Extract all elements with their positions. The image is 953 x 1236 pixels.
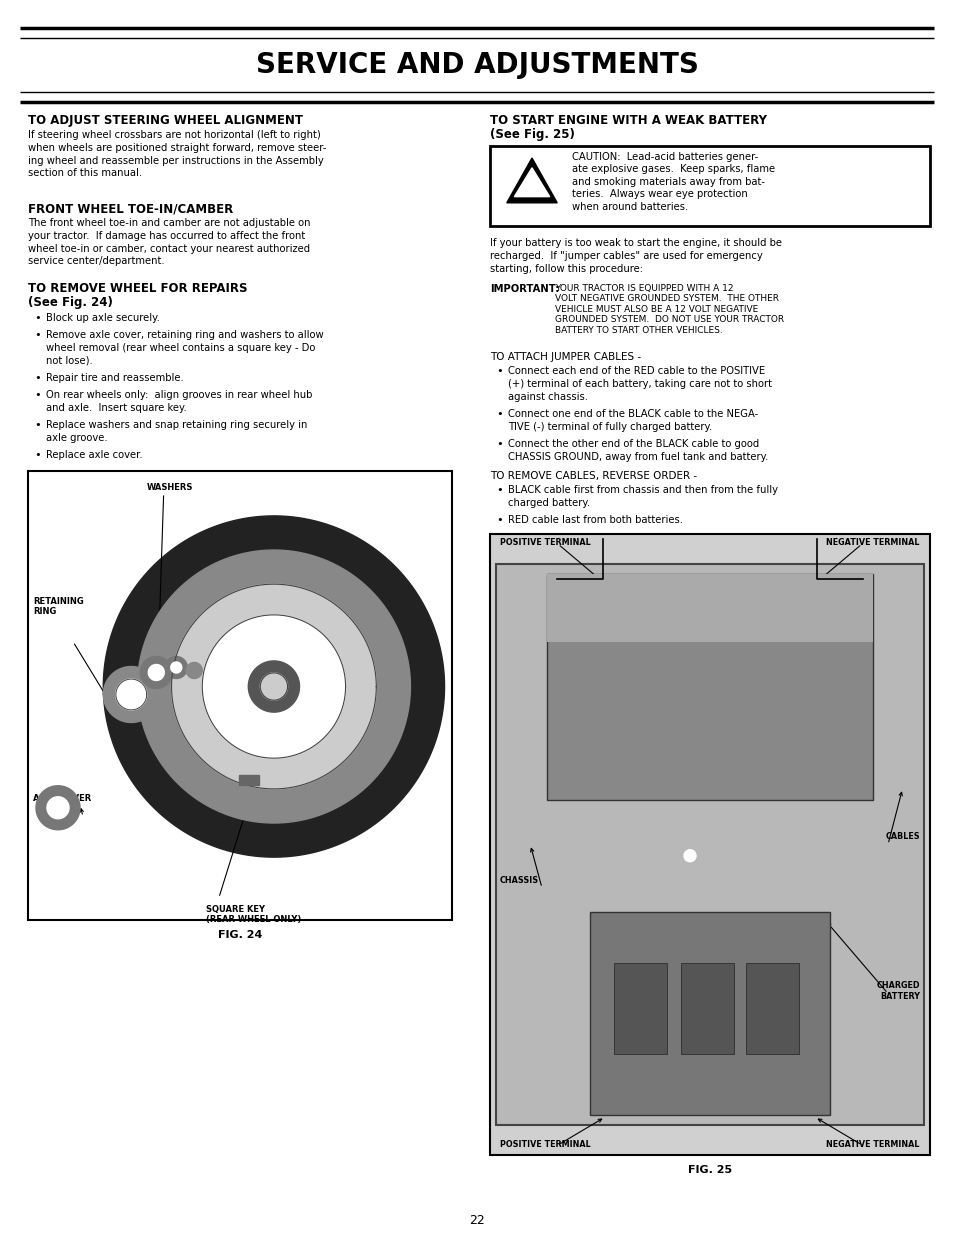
Text: Replace washers and snap retaining ring securely in
axle groove.: Replace washers and snap retaining ring … [46, 420, 307, 442]
Bar [490, 146, 929, 226]
Text: SERVICE AND ADJUSTMENTS: SERVICE AND ADJUSTMENTS [255, 51, 698, 79]
Text: •: • [34, 420, 41, 430]
Text: •: • [496, 515, 502, 525]
Polygon shape [514, 168, 549, 197]
Polygon shape [36, 786, 80, 829]
Bar [547, 574, 872, 641]
Text: Connect each end of the RED cable to the POSITIVE
(+) terminal of each battery, : Connect each end of the RED cable to the… [507, 366, 771, 402]
Text: CHARGED
BATTERY: CHARGED BATTERY [876, 981, 919, 1000]
Text: IMPORTANT:: IMPORTANT: [490, 284, 558, 294]
Bar [28, 471, 452, 920]
Text: TO REMOVE CABLES, REVERSE ORDER -: TO REMOVE CABLES, REVERSE ORDER - [490, 471, 697, 481]
Text: SQUARE KEY
(REAR WHEEL ONLY): SQUARE KEY (REAR WHEEL ONLY) [206, 905, 301, 925]
Polygon shape [103, 515, 444, 857]
Text: CAUTION:  Lead-acid batteries gener-
ate explosive gases.  Keep sparks, flame
an: CAUTION: Lead-acid batteries gener- ate … [572, 152, 774, 211]
Text: •: • [496, 366, 502, 376]
Polygon shape [47, 797, 69, 818]
Text: TO REMOVE WHEEL FOR REPAIRS: TO REMOVE WHEEL FOR REPAIRS [28, 282, 247, 295]
Text: FIG. 25: FIG. 25 [687, 1166, 731, 1175]
Polygon shape [171, 662, 182, 672]
Text: NEGATIVE TERMINAL: NEGATIVE TERMINAL [825, 1140, 919, 1149]
Text: •: • [496, 485, 502, 494]
Text: •: • [496, 439, 502, 449]
Text: YOUR TRACTOR IS EQUIPPED WITH A 12
VOLT NEGATIVE GROUNDED SYSTEM.  THE OTHER
VEH: YOUR TRACTOR IS EQUIPPED WITH A 12 VOLT … [555, 284, 783, 335]
Text: TO START ENGINE WITH A WEAK BATTERY: TO START ENGINE WITH A WEAK BATTERY [490, 114, 766, 127]
Circle shape [683, 849, 696, 861]
Bar [238, 775, 258, 785]
Polygon shape [115, 679, 147, 709]
Text: The front wheel toe-in and camber are not adjustable on
your tractor.  If damage: The front wheel toe-in and camber are no… [28, 218, 310, 267]
Bar [547, 574, 872, 800]
Text: POSITIVE TERMINAL: POSITIVE TERMINAL [499, 538, 590, 548]
Polygon shape [202, 614, 345, 758]
Polygon shape [140, 656, 172, 688]
Text: TO ADJUST STEERING WHEEL ALIGNMENT: TO ADJUST STEERING WHEEL ALIGNMENT [28, 114, 303, 127]
Text: Replace axle cover.: Replace axle cover. [46, 450, 143, 460]
Text: Repair tire and reassemble.: Repair tire and reassemble. [46, 373, 184, 383]
Text: •: • [34, 450, 41, 460]
Text: (See Fig. 24): (See Fig. 24) [28, 295, 112, 309]
Bar [490, 534, 929, 1154]
Text: CHASSIS: CHASSIS [499, 875, 538, 885]
Text: Connect one end of the BLACK cable to the NEGA-
TIVE (-) terminal of fully charg: Connect one end of the BLACK cable to th… [507, 409, 758, 431]
Bar [680, 963, 733, 1054]
Text: •: • [34, 373, 41, 383]
Text: AXLE COVER: AXLE COVER [33, 795, 91, 803]
Text: NEGATIVE TERMINAL: NEGATIVE TERMINAL [825, 538, 919, 548]
Text: Remove axle cover, retaining ring and washers to allow
wheel removal (rear wheel: Remove axle cover, retaining ring and wa… [46, 330, 323, 366]
Text: FRONT WHEEL TOE-IN/CAMBER: FRONT WHEEL TOE-IN/CAMBER [28, 203, 233, 216]
Polygon shape [186, 662, 202, 679]
Bar [745, 963, 798, 1054]
Text: (See Fig. 25): (See Fig. 25) [490, 129, 575, 141]
Text: BLACK cable first from chassis and then from the fully
charged battery.: BLACK cable first from chassis and then … [507, 485, 778, 508]
Bar [590, 912, 829, 1115]
Polygon shape [260, 672, 287, 700]
Text: If steering wheel crossbars are not horizontal (left to right)
when wheels are p: If steering wheel crossbars are not hori… [28, 130, 326, 178]
Polygon shape [248, 661, 299, 712]
Text: TO ATTACH JUMPER CABLES -: TO ATTACH JUMPER CABLES - [490, 352, 640, 362]
Bar [496, 564, 923, 1125]
Polygon shape [148, 665, 164, 681]
Text: •: • [34, 391, 41, 400]
Polygon shape [103, 666, 159, 723]
Text: If your battery is too weak to start the engine, it should be
recharged.  If "ju: If your battery is too weak to start the… [490, 239, 781, 273]
Text: •: • [496, 409, 502, 419]
Text: •: • [34, 313, 41, 323]
Text: FIG. 24: FIG. 24 [217, 929, 262, 941]
Polygon shape [172, 585, 375, 789]
Text: POSITIVE TERMINAL: POSITIVE TERMINAL [499, 1140, 590, 1149]
Text: 22: 22 [469, 1214, 484, 1226]
Polygon shape [137, 550, 410, 823]
Polygon shape [506, 158, 557, 203]
Text: RED cable last from both batteries.: RED cable last from both batteries. [507, 515, 682, 525]
Text: !: ! [528, 180, 535, 194]
Text: RETAINING
RING: RETAINING RING [33, 597, 84, 616]
Text: CABLES: CABLES [884, 832, 919, 840]
Text: •: • [34, 330, 41, 340]
Text: Connect the other end of the BLACK cable to good
CHASSIS GROUND, away from fuel : Connect the other end of the BLACK cable… [507, 439, 767, 462]
Text: WASHERS: WASHERS [147, 483, 193, 492]
Text: Block up axle securely.: Block up axle securely. [46, 313, 160, 323]
Text: On rear wheels only:  align grooves in rear wheel hub
and axle.  Insert square k: On rear wheels only: align grooves in re… [46, 391, 312, 413]
Polygon shape [165, 656, 187, 679]
Bar [614, 963, 666, 1054]
